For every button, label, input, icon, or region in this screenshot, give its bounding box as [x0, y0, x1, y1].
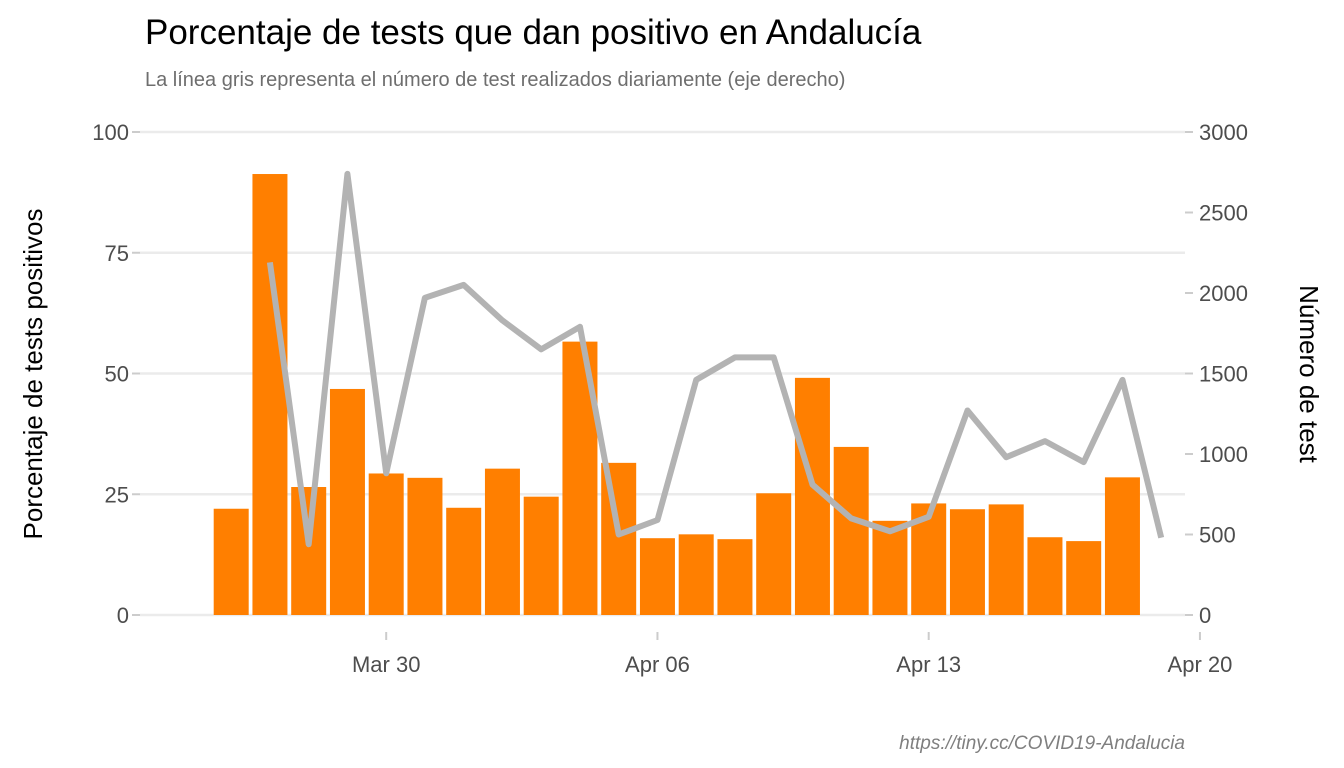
bar	[213, 508, 249, 615]
bar	[484, 468, 520, 615]
x-tick-label: Apr 20	[1168, 652, 1233, 677]
line-path	[266, 170, 1165, 548]
y-tick-label: 25	[105, 482, 129, 507]
bar	[329, 388, 365, 615]
bar	[678, 534, 714, 615]
y2-tick-label: 1500	[1199, 362, 1248, 387]
chart-title: Porcentaje de tests que dan positivo en …	[145, 13, 922, 52]
y-tick-label: 100	[92, 120, 129, 145]
bar-series	[213, 174, 1140, 615]
bar	[756, 493, 792, 615]
bar	[446, 507, 482, 615]
y-axis-title: Porcentaje de tests positivos	[18, 209, 48, 540]
y2-tick-label: 500	[1199, 523, 1236, 548]
chart-caption: https://tiny.cc/COVID19-Andalucia	[899, 733, 1185, 754]
bar	[368, 473, 404, 615]
y2-tick-label: 3000	[1199, 120, 1248, 145]
left-axis: 0 25 50 75 100	[92, 120, 140, 628]
y2-tick-label: 1000	[1199, 442, 1248, 467]
chart-subtitle: La línea gris representa el número de te…	[145, 69, 845, 91]
x-tick-label: Apr 13	[896, 652, 961, 677]
y-tick-label: 75	[105, 241, 129, 266]
bar	[1066, 541, 1102, 615]
x-tick-label: Mar 30	[352, 652, 420, 677]
bar	[639, 538, 675, 615]
bar	[601, 462, 637, 615]
y2-tick-label: 2000	[1199, 281, 1248, 306]
y-tick-label: 0	[117, 603, 129, 628]
bar	[1104, 477, 1140, 615]
right-axis: 0 500 1000 1500 2000 2500 3000	[1185, 120, 1248, 628]
y-tick-label: 50	[105, 362, 129, 387]
x-tick-label: Apr 06	[625, 652, 690, 677]
x-axis: Mar 30 Apr 06 Apr 13 Apr 20	[352, 632, 1232, 677]
bar	[523, 496, 559, 615]
y2-tick-label: 2500	[1199, 201, 1248, 226]
bar	[291, 487, 327, 615]
bar	[252, 174, 288, 615]
line-series	[266, 170, 1165, 548]
bar	[717, 539, 753, 615]
bar	[1027, 537, 1063, 615]
y2-axis-title: Número de test	[1294, 285, 1324, 464]
y2-tick-label: 0	[1199, 603, 1211, 628]
bar	[872, 520, 908, 615]
bar	[833, 446, 869, 615]
bar	[988, 504, 1024, 615]
bar	[949, 509, 985, 615]
bar	[407, 477, 443, 615]
